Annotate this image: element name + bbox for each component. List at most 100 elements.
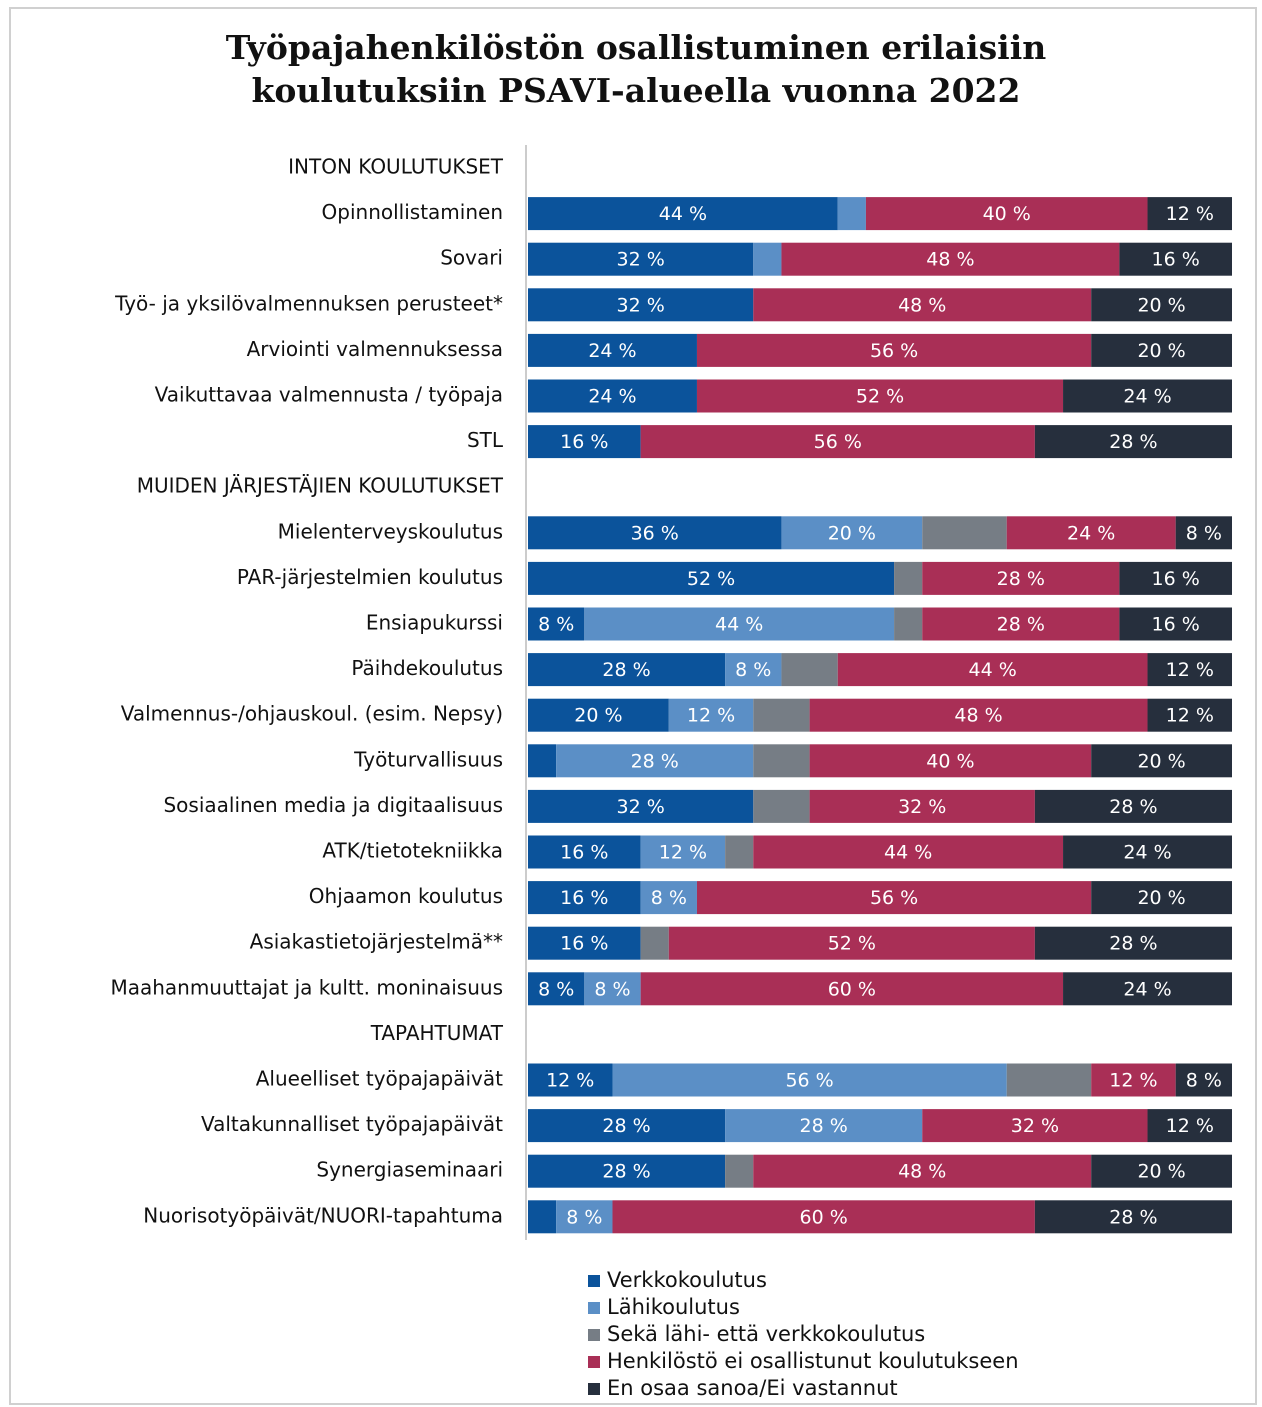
bar-segment (1175, 1063, 1232, 1097)
data-label: 28 % (1109, 1206, 1157, 1228)
bar-segment (753, 242, 782, 276)
chart-title: Työpajahenkilöstön osallistuminen erilai… (226, 28, 1046, 67)
bar-segment (1063, 379, 1232, 413)
data-label: 12 % (659, 842, 707, 864)
bar-segment (556, 744, 754, 778)
data-label: 32 % (616, 294, 664, 316)
data-label: 56 % (785, 1070, 833, 1092)
y-tick-label: Sovari (440, 246, 503, 270)
y-tick-label: Arviointi valmennuksessa (247, 337, 503, 361)
data-label: 8 % (594, 978, 630, 1000)
data-label: 12 % (687, 705, 735, 727)
bar-segment (1063, 972, 1232, 1006)
data-label: 16 % (560, 887, 608, 909)
bar-segment (1006, 1063, 1092, 1097)
y-tick-label: Ohjaamon koulutus (309, 884, 503, 908)
data-label: 28 % (997, 614, 1045, 636)
bar-segment (1147, 653, 1232, 687)
bar-segment (528, 744, 557, 778)
bar-segment (922, 1109, 1148, 1143)
bar-segment (640, 972, 1064, 1006)
data-label: 36 % (631, 522, 679, 544)
legend-label: Verkkokoulutus (607, 1268, 767, 1292)
bar-segment (1091, 744, 1232, 778)
data-label: 32 % (898, 796, 946, 818)
data-label: 20 % (1137, 750, 1185, 772)
data-label: 16 % (1152, 249, 1200, 271)
data-label: 52 % (828, 933, 876, 955)
data-label: 12 % (1109, 1070, 1157, 1092)
legend-label: En osaa sanoa/Ei vastannut (607, 1376, 898, 1400)
bar-segment (696, 333, 1092, 367)
bar-segment (528, 425, 641, 459)
bar-segment (1119, 561, 1232, 595)
data-label: 8 % (538, 978, 574, 1000)
data-label: 12 % (1166, 659, 1214, 681)
bar-segment (528, 1154, 726, 1188)
bar-segment (809, 698, 1148, 732)
data-label: 24 % (1123, 978, 1171, 1000)
bar-segment (528, 789, 754, 823)
bar-segment (1175, 516, 1232, 550)
bar-segment (668, 926, 1035, 960)
bar-segment (528, 607, 585, 641)
data-label: 60 % (828, 978, 876, 1000)
y-tick-label: Ensiapukurssi (366, 611, 503, 635)
data-label: 60 % (800, 1206, 848, 1228)
y-tick-label: INTON KOULUTUKSET (288, 155, 504, 179)
data-label: 24 % (1123, 842, 1171, 864)
bar-segment (809, 744, 1092, 778)
bar-segment (894, 607, 923, 641)
data-label: 20 % (574, 705, 622, 727)
data-label: 56 % (814, 431, 862, 453)
bar-segment (725, 653, 782, 687)
data-label: 16 % (560, 431, 608, 453)
bar-segment (753, 835, 1064, 869)
data-label: 32 % (616, 796, 664, 818)
bar-segment (612, 1063, 1007, 1097)
y-tick-label: Päihdekoulutus (351, 656, 503, 680)
bar-segment (1034, 425, 1232, 459)
legend-label: Henkilöstö ei osallistunut koulutukseen (607, 1349, 1019, 1373)
data-label: 28 % (1109, 796, 1157, 818)
y-tick-label: Vaikuttavaa valmennusta / työpaja (155, 383, 503, 407)
data-label: 8 % (651, 887, 687, 909)
data-label: 44 % (715, 614, 763, 636)
data-label: 8 % (1186, 1070, 1222, 1092)
bar-segment (1091, 288, 1232, 322)
data-label: 8 % (735, 659, 771, 681)
data-label: 16 % (560, 842, 608, 864)
bar-segment (640, 926, 669, 960)
bar-segment (1147, 197, 1232, 231)
data-label: 20 % (828, 522, 876, 544)
data-label: 32 % (616, 249, 664, 271)
data-label: 48 % (898, 1161, 946, 1183)
data-label: 20 % (1137, 340, 1185, 362)
bar-segment (1091, 333, 1232, 367)
data-label: 44 % (659, 203, 707, 225)
bar-segment (1091, 1154, 1232, 1188)
bar-segment (528, 881, 641, 915)
data-label: 12 % (1166, 203, 1214, 225)
bar-segment (781, 653, 838, 687)
bar-segment (725, 1154, 754, 1188)
data-label: 12 % (1166, 1115, 1214, 1137)
data-label: 12 % (546, 1070, 594, 1092)
bar-segment (725, 1109, 923, 1143)
y-tick-label: Asiakastietojärjestelmä** (250, 930, 503, 954)
y-tick-label: Nuorisotyöpäivät/NUORI-tapahtuma (143, 1203, 503, 1227)
data-label: 24 % (588, 386, 636, 408)
legend-swatch (588, 1302, 600, 1314)
bar-segment (584, 607, 895, 641)
data-label: 24 % (1067, 522, 1115, 544)
data-label: 28 % (800, 1115, 848, 1137)
bar-segment (528, 1200, 557, 1234)
bar-segment (753, 698, 810, 732)
bar-segment (528, 333, 697, 367)
y-tick-label: PAR-järjestelmien koulutus (237, 565, 503, 589)
bar-segment (1063, 835, 1232, 869)
bar-segment (528, 561, 895, 595)
data-label: 44 % (968, 659, 1016, 681)
bar-segment (922, 516, 1007, 550)
bar-segment (556, 1200, 613, 1234)
